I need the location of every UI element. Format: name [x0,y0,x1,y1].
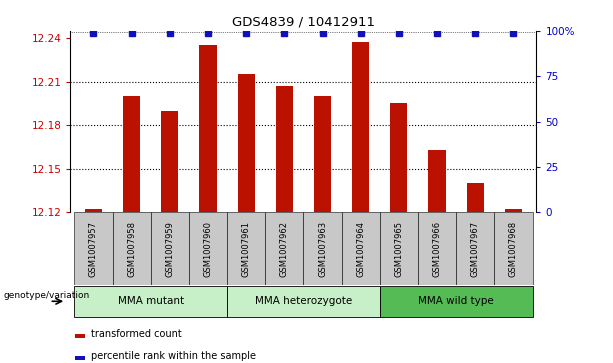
Text: GSM1007963: GSM1007963 [318,221,327,277]
Bar [341,212,380,285]
Bar [276,86,293,212]
Bar [161,111,178,212]
Text: GSM1007964: GSM1007964 [356,221,365,277]
Bar [227,212,265,285]
Text: GSM1007957: GSM1007957 [89,221,98,277]
Text: MMA mutant: MMA mutant [118,296,184,306]
Bar [189,212,227,285]
Bar [123,96,140,212]
Bar [113,212,151,285]
Title: GDS4839 / 10412911: GDS4839 / 10412911 [232,15,375,28]
Bar [505,209,522,212]
Text: GSM1007961: GSM1007961 [242,221,251,277]
Text: genotype/variation: genotype/variation [3,291,89,300]
Bar [466,183,484,212]
Bar [456,212,494,285]
Bar [74,286,227,317]
Text: percentile rank within the sample: percentile rank within the sample [91,351,256,361]
Bar [380,212,418,285]
Bar [75,334,85,338]
Bar [74,212,113,285]
Bar [85,209,102,212]
Bar [390,103,408,212]
Bar [418,212,456,285]
Bar [151,212,189,285]
Bar [380,286,533,317]
Bar [227,286,380,317]
Text: GSM1007966: GSM1007966 [433,221,441,277]
Bar [265,212,303,285]
Bar [314,96,331,212]
Bar [199,45,216,212]
Text: GSM1007965: GSM1007965 [394,221,403,277]
Text: GSM1007959: GSM1007959 [166,221,174,277]
Bar [428,150,446,212]
Text: MMA heterozygote: MMA heterozygote [255,296,352,306]
Bar [75,356,85,360]
Text: GSM1007960: GSM1007960 [204,221,213,277]
Bar [494,212,533,285]
Text: MMA wild type: MMA wild type [418,296,494,306]
Text: GSM1007967: GSM1007967 [471,221,480,277]
Bar [238,74,255,212]
Text: GSM1007962: GSM1007962 [280,221,289,277]
Text: GSM1007958: GSM1007958 [127,221,136,277]
Bar [303,212,341,285]
Text: GSM1007968: GSM1007968 [509,221,518,277]
Text: transformed count: transformed count [91,329,182,339]
Bar [352,42,369,212]
